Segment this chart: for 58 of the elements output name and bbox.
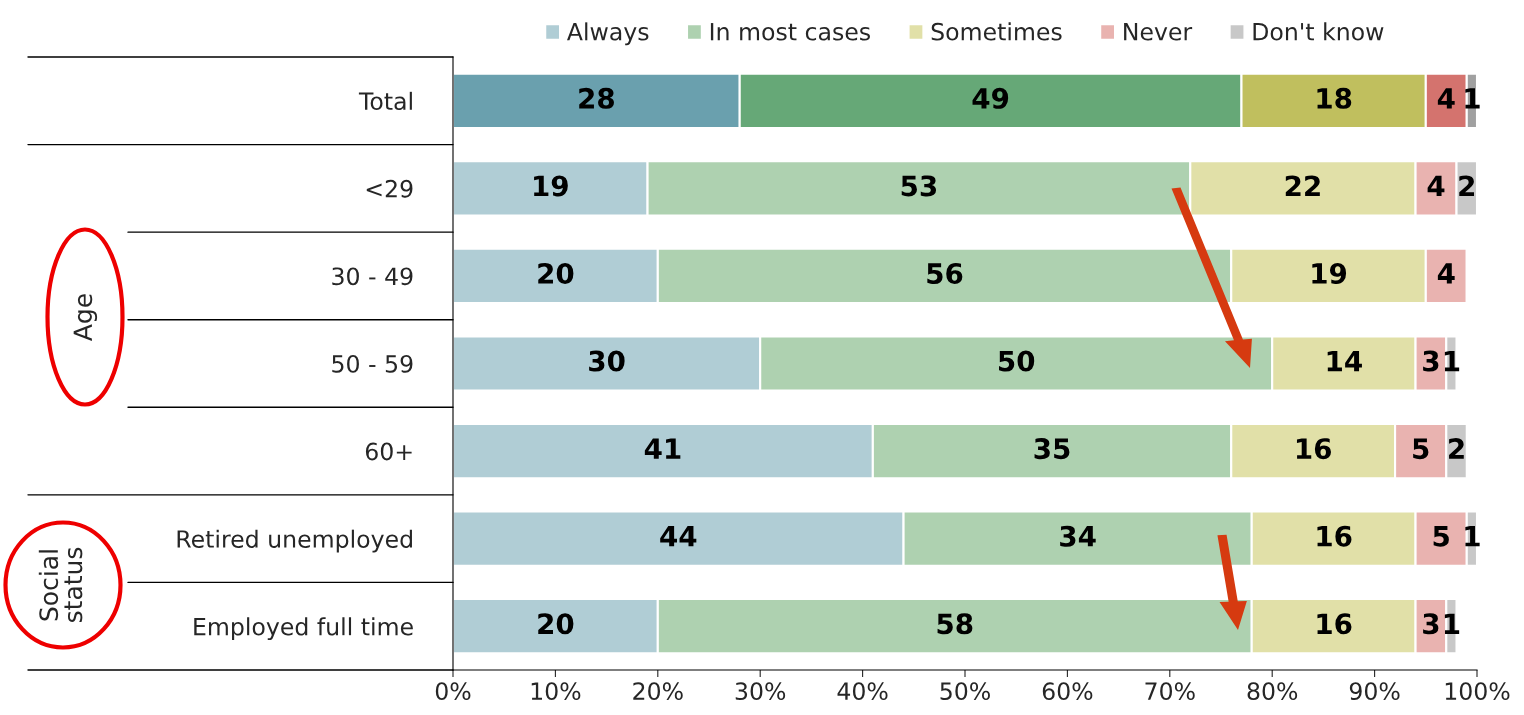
legend-label: In most cases xyxy=(710,23,870,41)
x-tick-label: 70% xyxy=(1145,682,1195,701)
data-label: 1 xyxy=(1465,526,1480,547)
data-label: 19 xyxy=(1312,263,1347,284)
x-tick-label: 30% xyxy=(735,682,786,701)
data-label: 20 xyxy=(538,613,574,635)
data-label: 5 xyxy=(1413,438,1429,460)
text: Age xyxy=(73,294,98,341)
data-label: 53 xyxy=(901,175,937,197)
x-tick-label: 0% xyxy=(435,682,471,701)
data-label: 56 xyxy=(927,263,963,284)
legend-label: Always xyxy=(566,22,649,46)
data-label: 1 xyxy=(1444,350,1460,372)
y-tick-label: 30 - 49 xyxy=(332,267,413,286)
y-tick-label: Employed full time xyxy=(194,617,413,641)
x-tick-label: 100% xyxy=(1445,682,1510,701)
legend-label: Never xyxy=(1124,23,1193,41)
x-tick-label: 40% xyxy=(837,682,888,701)
data-label: 16 xyxy=(1317,613,1352,635)
x-tick-label: 50% xyxy=(940,682,990,701)
data-label: 4 xyxy=(1427,175,1445,197)
data-label: 4 xyxy=(1437,263,1455,284)
text: Social status xyxy=(38,547,83,623)
y-tick-label: Total xyxy=(358,91,412,111)
data-label: 16 xyxy=(1317,525,1352,547)
data-label: 49 xyxy=(972,87,1009,109)
legend-label: Sometimes xyxy=(931,22,1062,41)
data-label: 50 xyxy=(999,350,1035,372)
x-tick-label: 20% xyxy=(633,682,683,701)
data-label: 44 xyxy=(660,526,697,547)
y-tick-label: <29 xyxy=(366,179,413,198)
data-label: 28 xyxy=(579,87,614,109)
data-label: 4 xyxy=(1437,88,1455,109)
data-label: 2 xyxy=(1459,175,1475,197)
data-label: 14 xyxy=(1327,350,1362,372)
x-tick-label: 90% xyxy=(1349,682,1400,701)
data-label: 30 xyxy=(589,350,625,372)
y-tick-label: 50 - 59 xyxy=(332,354,413,373)
x-tick-label: 80% xyxy=(1247,682,1298,701)
data-label: 3 xyxy=(1423,613,1439,635)
data-label: 20 xyxy=(538,262,574,284)
data-label: 35 xyxy=(1034,438,1070,460)
data-label: 22 xyxy=(1285,175,1320,197)
data-label: 16 xyxy=(1296,438,1331,460)
data-label: 2 xyxy=(1449,438,1464,459)
data-label: 41 xyxy=(644,438,681,459)
legend-label: Don't know xyxy=(1253,22,1384,41)
data-label: 19 xyxy=(534,175,568,197)
y-tick-label: 60+ xyxy=(365,442,412,461)
data-label: 34 xyxy=(1060,525,1096,547)
y-tick-label: Retired unemployed xyxy=(177,529,412,553)
data-label: 18 xyxy=(1317,87,1352,109)
x-tick-label: 60% xyxy=(1042,682,1093,701)
data-label: 3 xyxy=(1423,350,1439,372)
x-tick-label: 10% xyxy=(531,682,581,701)
data-label: 5 xyxy=(1433,526,1449,547)
data-label: 58 xyxy=(937,613,973,635)
data-label: 1 xyxy=(1444,613,1460,634)
